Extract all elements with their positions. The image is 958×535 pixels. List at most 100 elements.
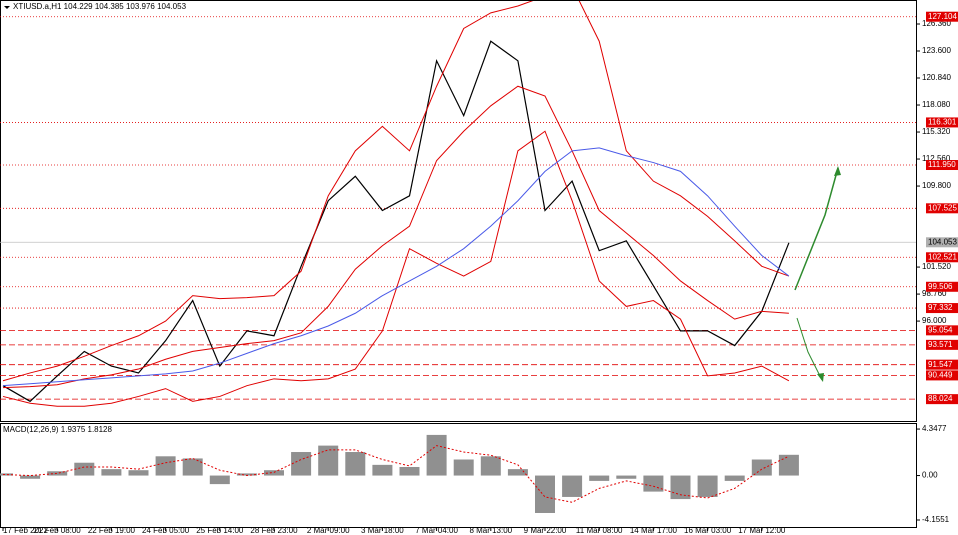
macd-bar xyxy=(47,471,68,476)
y-tick-label: 126.360 xyxy=(922,19,951,28)
macd-bar xyxy=(345,452,366,476)
y-tick-label: 115.320 xyxy=(922,127,951,136)
main-frame xyxy=(0,0,917,422)
macd-bar xyxy=(318,445,339,476)
level-label: 97.332 xyxy=(928,303,953,312)
current-price-box xyxy=(926,237,958,248)
level-label: 116.301 xyxy=(928,118,957,127)
level-box xyxy=(926,359,958,370)
y-tick-label: 123.600 xyxy=(922,46,951,55)
macd-bar xyxy=(74,462,95,476)
macd-bar xyxy=(291,452,312,476)
level-box xyxy=(926,370,958,381)
y-tick-label: 112.560 xyxy=(922,154,951,163)
level-box xyxy=(926,339,958,350)
level-label: 95.054 xyxy=(928,325,953,334)
macd-bar xyxy=(643,475,664,492)
level-label: 102.521 xyxy=(928,252,957,261)
level-label: 99.506 xyxy=(928,282,953,291)
level-box xyxy=(926,11,958,22)
x-tick-label: 28 Feb 23:00 xyxy=(250,526,298,535)
y-tick-label: 96.000 xyxy=(922,316,947,325)
x-tick-label: 9 Mar 22:00 xyxy=(524,526,567,535)
level-label: 88.024 xyxy=(928,394,953,403)
level-label: 91.547 xyxy=(928,360,953,369)
x-tick-label: 16 Mar 03:00 xyxy=(684,526,732,535)
macd-bar xyxy=(616,475,637,479)
macd xyxy=(0,434,799,513)
level-box xyxy=(926,325,958,336)
y-tick-label: 101.520 xyxy=(922,262,951,271)
x-tick-label: 25 Feb 14:00 xyxy=(196,526,244,535)
y-tick-label: -4.1551 xyxy=(922,515,950,524)
level-box xyxy=(926,117,958,128)
x-tick-label: 21 Feb 08:00 xyxy=(34,526,82,535)
macd-bar xyxy=(697,475,718,497)
macd-bar xyxy=(724,475,745,481)
y-tick-label: 118.080 xyxy=(922,100,951,109)
level-box xyxy=(926,252,958,263)
up-arrow-head xyxy=(834,166,841,176)
macd-bar xyxy=(128,470,149,476)
level-box xyxy=(926,281,958,292)
levels: 127.104 116.301 111.950 107.525 102.521 99.50… xyxy=(0,11,958,405)
macd-bar xyxy=(372,464,393,476)
level-box xyxy=(926,394,958,405)
macd-bar xyxy=(589,475,610,481)
y-tick-label: 98.760 xyxy=(922,289,947,298)
current-price-label: 104.053 xyxy=(928,237,957,246)
macd-bar xyxy=(751,459,772,476)
macd-bar xyxy=(562,475,583,497)
x-tick-label: 24 Feb 05:00 xyxy=(142,526,190,535)
macd-bar xyxy=(101,469,122,476)
macd-bar xyxy=(209,475,230,485)
macd-bar xyxy=(426,434,447,476)
macd-bar xyxy=(0,473,13,476)
y-tick-label: 120.840 xyxy=(922,73,951,82)
y-tick-label: 0.00 xyxy=(922,471,938,480)
down-arrow xyxy=(796,317,823,381)
level-label: 90.449 xyxy=(928,371,953,380)
macd-bar xyxy=(778,454,799,476)
macd-bar xyxy=(236,473,257,476)
y-tick-label: 4.3477 xyxy=(922,424,947,433)
chart-title: XTIUSD.a,H1 104.229 104.385 103.976 104.… xyxy=(13,2,187,11)
level-label: 127.104 xyxy=(928,12,957,21)
y-tick-label: 109.800 xyxy=(922,181,951,190)
macd-bar xyxy=(670,475,691,500)
indicator-line xyxy=(2,130,790,407)
macd-bar xyxy=(453,459,474,476)
x-tick-label: 7 Mar 04:00 xyxy=(415,526,458,535)
series xyxy=(2,1,790,407)
macd-bar xyxy=(20,475,41,479)
down-arrow-head xyxy=(817,373,824,382)
macd-title: MACD(12,26,9) 1.9375 1.8128 xyxy=(3,425,113,434)
level-label: 111.950 xyxy=(928,160,956,169)
macd-bar xyxy=(155,456,176,476)
x-tick-label: 14 Mar 17:00 xyxy=(630,526,678,535)
price-line xyxy=(2,40,790,403)
level-box xyxy=(926,160,958,171)
level-box xyxy=(926,203,958,214)
macd-bar xyxy=(399,466,420,476)
macd-bar xyxy=(535,475,555,513)
macd-bar xyxy=(182,458,203,476)
x-tick-label: 2 Mar 09:00 xyxy=(307,526,350,535)
x-tick-label: 17 Feb 2022 xyxy=(3,526,48,535)
macd-bar xyxy=(264,470,284,476)
macd-bar xyxy=(480,456,501,476)
macd-bar xyxy=(507,469,528,476)
indicator-line xyxy=(2,147,790,387)
menu-arrow[interactable] xyxy=(4,6,10,9)
level-label: 93.571 xyxy=(928,340,953,349)
indicator-line xyxy=(2,1,790,382)
up-arrow xyxy=(794,167,839,291)
level-box xyxy=(926,303,958,314)
x-tick-label: 17 Mar 12:00 xyxy=(738,526,786,535)
x-tick-label: 22 Feb 19:00 xyxy=(88,526,136,535)
level-label: 107.525 xyxy=(928,203,957,212)
x-tick-label: 3 Mar 18:00 xyxy=(361,526,404,535)
forecast-arrows xyxy=(794,166,841,382)
signal-line xyxy=(2,445,790,503)
x-tick-label: 11 Mar 08:00 xyxy=(576,526,623,535)
